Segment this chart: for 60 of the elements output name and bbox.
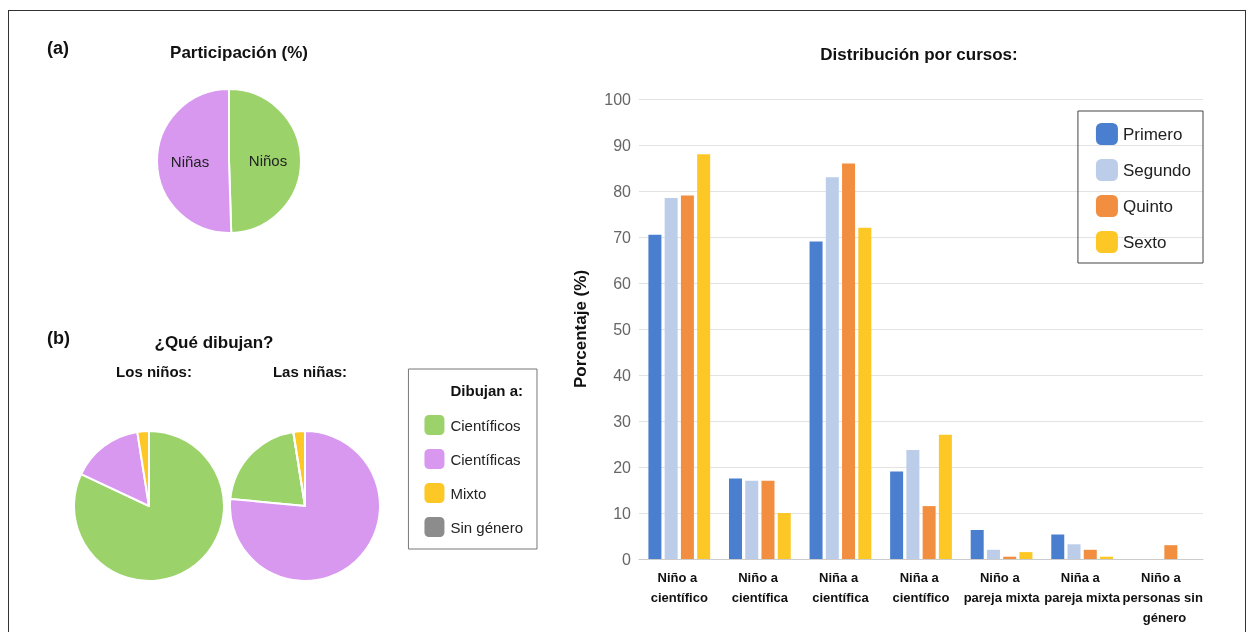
slice-label: Niños <box>248 151 288 169</box>
bar <box>970 530 984 559</box>
x-tick-label: Niño a científico <box>650 569 708 605</box>
x-tick-label: Niña a científico <box>892 569 950 605</box>
y-tick-label: 40 <box>613 366 632 384</box>
legend-label: Sexto <box>1122 232 1167 252</box>
bar <box>922 506 936 559</box>
text: (b) <box>47 328 70 348</box>
legend-label: Primero <box>1122 124 1183 144</box>
bar <box>986 549 1000 559</box>
bar <box>1019 552 1033 559</box>
y-tick-label: 20 <box>613 458 632 476</box>
x-tick-label: Niño a pareja mixta <box>963 569 1041 605</box>
y-axis-title: Porcentaje (%) <box>571 269 590 389</box>
y-tick-label: 90 <box>613 136 632 154</box>
slice-label: Los niños: <box>116 363 192 380</box>
bar <box>664 197 678 559</box>
chart-title: Participación (%) <box>170 43 308 62</box>
x-tick-label: Niño a personas sin género <box>1122 569 1203 625</box>
bar <box>777 513 791 559</box>
bar <box>1164 545 1178 559</box>
y-tick-label: 80 <box>613 182 632 200</box>
bar <box>906 449 920 559</box>
y-tick-label: 10 <box>613 504 632 522</box>
y-tick-label: 70 <box>613 228 632 246</box>
bar <box>825 177 839 559</box>
bar <box>938 434 952 559</box>
legend-title: Dibujan a: <box>450 382 524 399</box>
y-tick-label: 0 <box>622 550 632 568</box>
chart-title: ¿Qué dibujan? <box>154 333 274 352</box>
legend-label: Sin género <box>450 518 524 536</box>
text: (a) <box>47 38 69 58</box>
legend-label: Quinto <box>1122 196 1174 216</box>
bar <box>809 241 823 559</box>
y-tick-label: 30 <box>613 412 632 430</box>
bar <box>648 234 662 559</box>
y-tick-label: 50 <box>613 320 632 338</box>
bar <box>745 480 759 559</box>
bar <box>680 195 694 559</box>
bar <box>728 478 742 559</box>
legend-label: Científicas <box>450 450 521 468</box>
x-tick-label: Niña a científica <box>812 569 870 605</box>
y-tick-label: 100 <box>604 90 632 108</box>
bar <box>842 163 856 559</box>
x-tick-label: Niña a pareja mixta <box>1044 569 1121 605</box>
bar <box>890 471 904 559</box>
bar <box>858 227 872 559</box>
bar <box>1067 544 1081 559</box>
bar <box>697 154 711 559</box>
chart-title: Distribución por cursos: <box>820 45 1018 64</box>
y-tick-label: 60 <box>613 274 632 292</box>
bar <box>1051 534 1065 559</box>
legend-label: Científicos <box>450 416 521 434</box>
slice-label: Las niñas: <box>272 363 348 380</box>
slice-label: Niñas <box>170 153 210 171</box>
bar <box>761 480 775 559</box>
legend-label: Segundo <box>1122 160 1192 180</box>
x-tick-label: Niño a científica <box>731 569 789 605</box>
legend-label: Mixto <box>450 484 487 502</box>
bar <box>1083 549 1097 559</box>
